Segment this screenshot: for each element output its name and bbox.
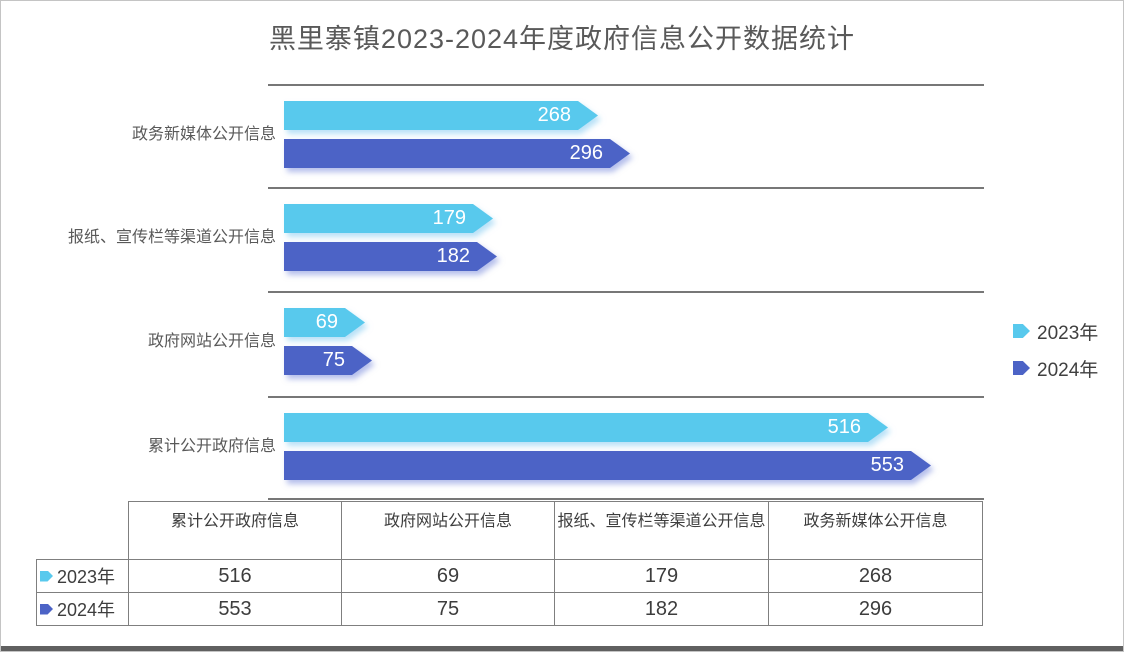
- legend-arrow-marker-icon: [1013, 324, 1030, 338]
- bar-2023年: 69: [284, 308, 365, 337]
- bar-arrow-shape: 182: [284, 242, 497, 271]
- row-label-cell: 2023年: [36, 559, 129, 593]
- category-label: 累计公开政府信息: [147, 438, 276, 455]
- bar-value-label: 179: [432, 207, 466, 229]
- legend-item-2024: 2024年: [1013, 356, 1099, 381]
- legend-item-2023: 2023年: [1013, 319, 1099, 344]
- category-separator-line: [268, 187, 984, 189]
- table-cell: 69: [341, 559, 555, 593]
- column-header: 政府网站公开信息: [341, 501, 555, 560]
- category-separator-line: [268, 498, 984, 500]
- bar-2024年: 182: [284, 242, 497, 271]
- series-arrow-marker-icon: [40, 570, 53, 582]
- bar-2024年: 553: [284, 451, 931, 480]
- legend-arrow-marker-icon: [1013, 361, 1030, 375]
- table-cell: 296: [768, 592, 983, 626]
- bar-value-label: 268: [537, 104, 571, 126]
- table-header-row: 累计公开政府信息 政府网站公开信息 报纸、宣传栏等渠道公开信息 政务新媒体公开信…: [37, 501, 983, 560]
- bar-2023年: 179: [284, 204, 493, 233]
- window-bottom-edge: [1, 646, 1123, 651]
- bar-2024年: 75: [284, 346, 372, 375]
- table-cell: 553: [128, 592, 342, 626]
- bar-2023年: 516: [284, 413, 888, 442]
- bar-arrow-shape: 69: [284, 308, 365, 337]
- legend-label: 2023年: [1037, 322, 1099, 344]
- bar-arrow-shape: 516: [284, 413, 888, 442]
- column-header: 累计公开政府信息: [128, 501, 342, 560]
- chart-title: 黑里寨镇2023-2024年度政府信息公开数据统计: [268, 24, 856, 54]
- bar-2023年: 268: [284, 101, 598, 130]
- category-label: 政府网站公开信息: [147, 333, 276, 350]
- category-separator-line: [268, 84, 984, 86]
- bar-value-label: 75: [322, 349, 345, 371]
- row-label-cell: 2024年: [36, 592, 129, 626]
- bar-arrow-shape: 268: [284, 101, 598, 130]
- table-row-2024: 2024年 553 75 182 296: [36, 592, 983, 626]
- row-label: 2024年: [57, 600, 116, 620]
- table-row-2023: 2023年 516 69 179 268: [36, 559, 983, 593]
- category-label: 政务新媒体公开信息: [131, 126, 276, 143]
- table-corner-cell: [37, 502, 129, 560]
- bar-value-label: 516: [827, 416, 861, 438]
- table-cell: 182: [554, 592, 769, 626]
- chart-legend: 2023年 2024年: [1013, 319, 1098, 393]
- series-arrow-marker-icon: [40, 603, 53, 615]
- bar-arrow-shape: 179: [284, 204, 493, 233]
- bar-value-label: 553: [870, 454, 904, 476]
- column-header: 报纸、宣传栏等渠道公开信息: [554, 501, 769, 560]
- bar-arrow-shape: 553: [284, 451, 931, 480]
- table-cell: 268: [768, 559, 983, 593]
- bar-arrow-shape: 296: [284, 139, 630, 168]
- category-label: 报纸、宣传栏等渠道公开信息: [67, 229, 276, 246]
- bar-value-label: 296: [569, 142, 603, 164]
- category-separator-line: [268, 396, 984, 398]
- table-cell: 179: [554, 559, 769, 593]
- table-cell: 516: [128, 559, 342, 593]
- bar-2024年: 296: [284, 139, 630, 168]
- table-cell: 75: [341, 592, 555, 626]
- data-table: 累计公开政府信息 政府网站公开信息 报纸、宣传栏等渠道公开信息 政务新媒体公开信…: [36, 501, 983, 626]
- column-header: 政务新媒体公开信息: [768, 501, 983, 560]
- bar-value-label: 182: [436, 245, 470, 267]
- legend-label: 2024年: [1037, 359, 1099, 381]
- bar-value-label: 69: [315, 311, 338, 333]
- row-label: 2023年: [57, 567, 116, 587]
- category-separator-line: [268, 291, 984, 293]
- bar-arrow-shape: 75: [284, 346, 372, 375]
